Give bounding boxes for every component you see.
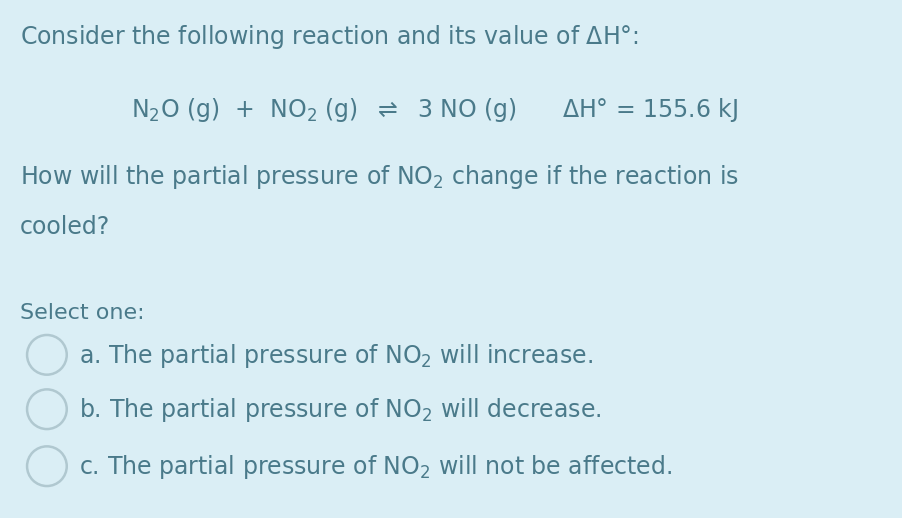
Text: a. The partial pressure of NO$_2$ will increase.: a. The partial pressure of NO$_2$ will i…: [79, 342, 594, 370]
Text: How will the partial pressure of NO$_2$ change if the reaction is: How will the partial pressure of NO$_2$ …: [20, 163, 739, 191]
Text: Select one:: Select one:: [20, 303, 144, 323]
Text: c. The partial pressure of NO$_2$ will not be affected.: c. The partial pressure of NO$_2$ will n…: [79, 453, 673, 481]
Ellipse shape: [27, 390, 67, 429]
Text: b. The partial pressure of NO$_2$ will decrease.: b. The partial pressure of NO$_2$ will d…: [79, 396, 602, 424]
Ellipse shape: [27, 335, 67, 375]
Ellipse shape: [27, 447, 67, 486]
Text: Consider the following reaction and its value of $\Delta$H°:: Consider the following reaction and its …: [20, 23, 639, 51]
Text: cooled?: cooled?: [20, 215, 110, 239]
Text: N$_2$O (g)  +  NO$_2$ (g)  $\rightleftharpoons$  3 NO (g)      $\Delta$H° = 155.: N$_2$O (g) + NO$_2$ (g) $\rightleftharpo…: [131, 96, 738, 124]
